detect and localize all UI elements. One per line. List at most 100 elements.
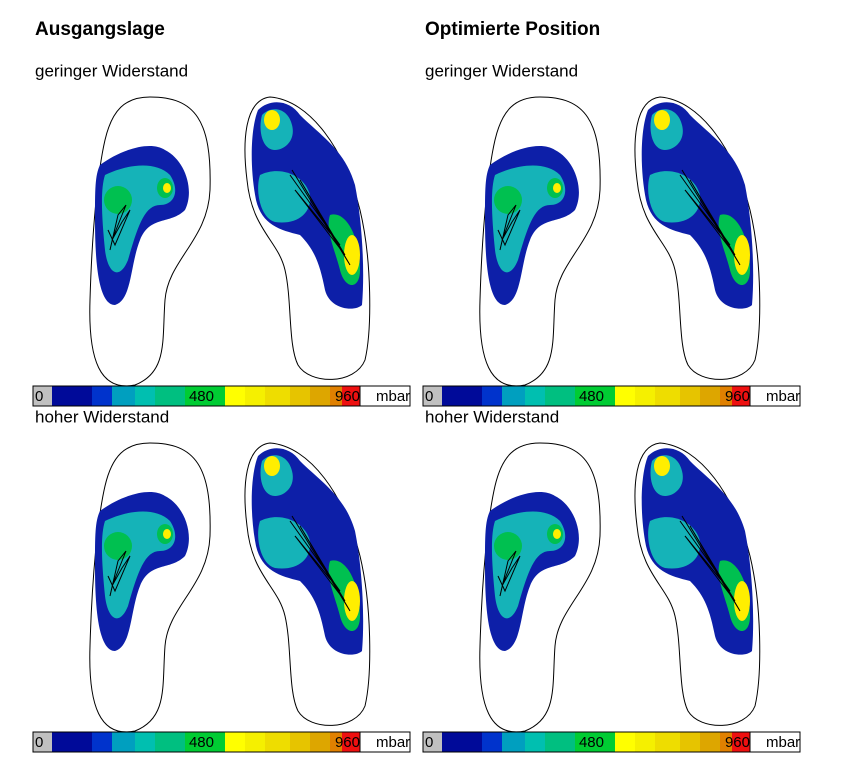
pressure-area [494,532,522,560]
scale-swatch [310,732,330,752]
scale-min: 0 [425,388,433,405]
scale-mid: 480 [189,734,214,751]
scale-swatch [502,386,525,406]
scale-unit: mbar [766,734,800,751]
column-title: Ausgangslage [35,19,165,40]
scale-swatch [135,386,155,406]
cop-track [679,515,741,612]
scale-swatch [52,732,92,752]
pressure-area [258,517,311,569]
panel-subtitle: hoher Widerstand [425,407,559,426]
color-scale: 0 480 960 mbar [422,731,801,753]
scale-swatch [700,386,720,406]
scale-swatch [265,732,290,752]
pressure-panel: geringer Widerstand 0 480 960 mbar [422,61,801,407]
column-title: Optimierte Position [425,19,600,40]
pressure-area [654,456,670,476]
scale-swatch [342,732,360,752]
pressure-area [734,235,750,275]
pressure-area [344,581,360,621]
color-scale: 0 480 960 mbar [422,385,801,407]
pressure-area [163,529,171,539]
scale-swatch [112,386,135,406]
foot-outline [479,96,601,387]
scale-swatch [245,732,265,752]
scale-swatch [720,732,732,752]
scale-swatch [525,732,545,752]
scale-unit: mbar [376,388,410,405]
scale-swatch [310,386,330,406]
cop-track [679,169,741,266]
scale-swatch [245,386,265,406]
scale-min: 0 [35,734,43,751]
foot-outline [89,96,211,387]
scale-swatch [502,732,525,752]
scale-swatch [680,386,700,406]
pressure-panel: hoher Widerstand 0 480 960 mbar [32,407,411,753]
cop-track [107,204,131,251]
pressure-area [654,110,670,130]
scale-swatch [155,732,185,752]
scale-zero [33,386,52,406]
panel-subtitle: geringer Widerstand [35,61,188,80]
cop-track [289,515,351,612]
scale-swatch [525,386,545,406]
scale-mid: 480 [579,734,604,751]
cop-track [497,204,521,251]
scale-swatch [700,732,720,752]
scale-swatch [545,732,575,752]
scale-swatch [655,386,680,406]
scale-min: 0 [425,734,433,751]
scale-swatch [545,386,575,406]
pressure-area [104,186,132,214]
pressure-area [163,183,171,193]
pressure-area [734,581,750,621]
pressure-area [648,517,701,569]
scale-swatch [185,386,225,406]
pressure-area [258,171,311,223]
cop-track [289,169,351,266]
scale-swatch [92,386,112,406]
scale-zero [33,732,52,752]
scale-swatch [225,386,245,406]
foot-outline [479,442,601,733]
scale-swatch [680,732,700,752]
pressure-area [264,110,280,130]
scale-swatch [52,386,92,406]
scale-frame [32,731,411,753]
scale-swatch [225,732,245,752]
scale-swatch [442,386,482,406]
scale-swatch [732,386,750,406]
pressure-area [104,532,132,560]
scale-swatch [635,732,655,752]
scale-frame [422,385,801,407]
scale-max: 960 [725,734,750,751]
scale-unit: mbar [376,734,410,751]
scale-frame [422,731,801,753]
scale-swatch [342,386,360,406]
pressure-panel: geringer Widerstand 0 480 960 mbar [32,61,411,407]
panel-subtitle: hoher Widerstand [35,407,169,426]
scale-frame [32,385,411,407]
scale-swatch [185,732,225,752]
pressure-area [264,456,280,476]
scale-max: 960 [335,734,360,751]
scale-swatch [330,732,342,752]
scale-mid: 480 [189,388,214,405]
color-scale: 0 480 960 mbar [32,385,411,407]
scale-swatch [635,386,655,406]
pressure-area [553,529,561,539]
scale-swatch [732,732,750,752]
scale-swatch [92,732,112,752]
pressure-area [344,235,360,275]
scale-max: 960 [725,388,750,405]
scale-swatch [290,732,310,752]
scale-zero [423,732,442,752]
scale-swatch [155,386,185,406]
panel-subtitle: geringer Widerstand [425,61,578,80]
scale-mid: 480 [579,388,604,405]
scale-swatch [482,732,502,752]
scale-min: 0 [35,388,43,405]
scale-swatch [575,386,615,406]
